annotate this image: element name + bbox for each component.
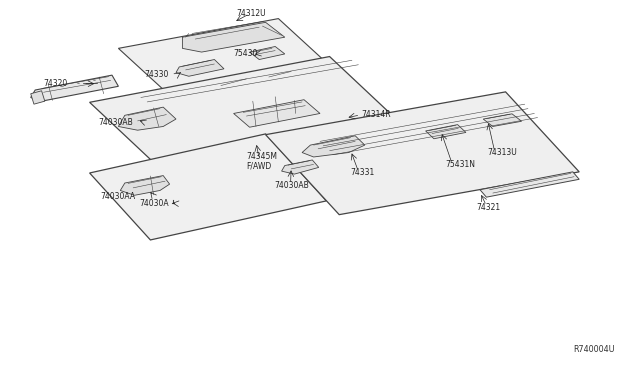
Text: 74030AB: 74030AB — [98, 118, 132, 127]
Polygon shape — [302, 136, 365, 157]
Polygon shape — [266, 92, 579, 215]
Polygon shape — [234, 100, 320, 127]
Polygon shape — [250, 46, 285, 60]
Polygon shape — [182, 22, 285, 52]
Polygon shape — [480, 172, 579, 197]
Text: 74330: 74330 — [144, 70, 168, 79]
Text: F/AWD: F/AWD — [246, 161, 271, 170]
Text: 74331: 74331 — [351, 168, 375, 177]
Text: 74313U: 74313U — [488, 148, 517, 157]
Text: 74030A: 74030A — [140, 199, 169, 208]
Text: R740004U: R740004U — [573, 345, 614, 354]
Polygon shape — [483, 114, 522, 126]
Text: 74030AB: 74030AB — [274, 181, 308, 190]
Polygon shape — [176, 60, 224, 76]
Polygon shape — [31, 75, 118, 101]
Text: 74030AA: 74030AA — [100, 192, 136, 201]
Text: 75430: 75430 — [234, 49, 258, 58]
Text: 75431N: 75431N — [445, 160, 476, 169]
Text: 74314R: 74314R — [362, 110, 391, 119]
Polygon shape — [282, 160, 319, 174]
Polygon shape — [90, 57, 413, 180]
Polygon shape — [120, 176, 170, 195]
Polygon shape — [118, 107, 176, 130]
Text: 74320: 74320 — [44, 79, 68, 88]
Text: 74321: 74321 — [477, 203, 501, 212]
Polygon shape — [31, 91, 45, 104]
Polygon shape — [426, 125, 466, 139]
Text: 74312U: 74312U — [237, 9, 266, 17]
Polygon shape — [90, 134, 326, 240]
Text: 74345M: 74345M — [246, 152, 277, 161]
Polygon shape — [118, 19, 362, 125]
